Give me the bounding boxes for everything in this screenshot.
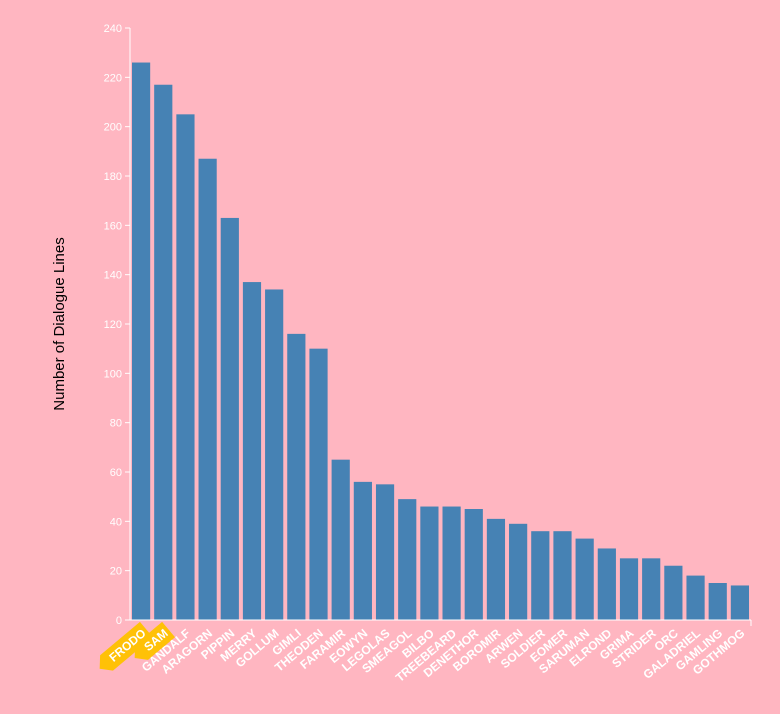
bar-grima[interactable] <box>619 558 639 620</box>
bar-legolas[interactable] <box>375 484 395 620</box>
y-tick-label: 80 <box>110 418 122 430</box>
highlight-tag <box>134 621 175 660</box>
bar-boromir[interactable] <box>486 518 506 620</box>
bar-merry[interactable] <box>242 282 262 620</box>
bar-bilbo[interactable] <box>420 506 439 620</box>
bar-pippin[interactable] <box>220 217 239 620</box>
y-tick-label: 140 <box>104 270 122 282</box>
y-tick-label: 20 <box>110 566 122 578</box>
bar-saruman[interactable] <box>575 538 594 620</box>
bar-arwen[interactable] <box>509 523 528 620</box>
bar-smeagol[interactable] <box>398 499 417 620</box>
bar-galadriel[interactable] <box>686 575 705 620</box>
bar-gimli[interactable] <box>287 333 306 620</box>
y-axis-title: Number of Dialogue Lines <box>51 237 68 410</box>
y-axis: 0 20 40 60 80 100 120 140 160 180 200 220 240 <box>104 23 131 627</box>
bar-elrond[interactable] <box>597 548 616 620</box>
bar-aragorn[interactable] <box>198 158 217 620</box>
y-tick-label: 40 <box>110 516 122 528</box>
bar-treebeard[interactable] <box>442 506 461 620</box>
y-tick-label: 100 <box>104 368 122 380</box>
bar-frodo[interactable] <box>131 62 151 621</box>
bar-denethor[interactable] <box>464 509 483 620</box>
y-tick-label: 180 <box>104 171 122 183</box>
bars-group <box>131 62 750 621</box>
bar-theoden[interactable] <box>309 348 328 620</box>
y-tick-label: 220 <box>104 72 122 84</box>
y-tick-label: 160 <box>104 220 122 232</box>
bar-gamling[interactable] <box>708 583 727 620</box>
bar-gandalf[interactable] <box>176 114 195 620</box>
bar-sam[interactable] <box>154 84 173 620</box>
bar-soldier[interactable] <box>531 531 550 620</box>
y-tick-label: 200 <box>104 122 122 134</box>
x-axis: FRODOSAMGANDALFARAGORNPIPPINMERRYGOLLUMG… <box>99 619 752 685</box>
y-tick-label: 120 <box>104 319 122 331</box>
bar-gollum[interactable] <box>265 289 284 620</box>
y-tick-label: 240 <box>104 23 122 35</box>
bar-gothmog[interactable] <box>730 585 750 620</box>
highlight-tag <box>99 621 153 671</box>
bar-eowyn[interactable] <box>353 481 372 620</box>
bar-eomer[interactable] <box>553 531 572 620</box>
bar-faramir[interactable] <box>331 459 350 620</box>
bar-strider[interactable] <box>642 558 661 620</box>
y-tick-label: 60 <box>110 467 122 479</box>
y-tick-label: 0 <box>116 615 122 627</box>
bar-orc[interactable] <box>664 565 683 620</box>
